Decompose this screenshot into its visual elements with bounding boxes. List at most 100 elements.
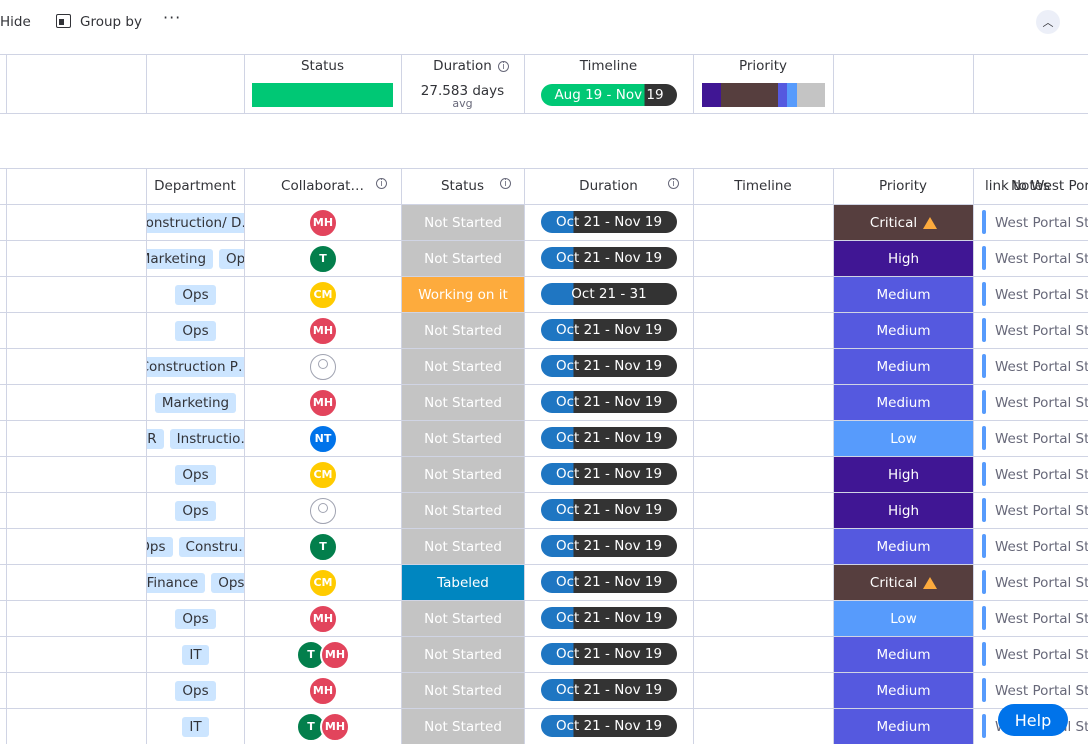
department-tag: Constru… (178, 536, 244, 557)
help-button[interactable]: Help (998, 704, 1068, 736)
divider (0, 672, 1088, 673)
priority-segment (797, 83, 825, 107)
status-cell[interactable]: Not Started (402, 709, 524, 744)
empty-avatar (310, 497, 336, 524)
priority-label: High (887, 466, 920, 483)
link-cell[interactable]: West Portal St… (995, 250, 1088, 267)
divider (0, 708, 1088, 709)
status-cell[interactable]: Not Started (402, 601, 524, 636)
link-cell[interactable]: West Portal St… (995, 466, 1088, 483)
timeline-pill[interactable]: Oct 21 - Nov 19 (541, 535, 677, 557)
divider (0, 348, 1088, 349)
priority-label: Critical (869, 574, 918, 591)
link-cell[interactable]: West Portal St… (995, 538, 1088, 555)
link-cell[interactable]: West Portal St… (995, 610, 1088, 627)
link-cell[interactable]: West Portal St… (995, 502, 1088, 519)
department-tag: Ops (175, 680, 216, 701)
divider (6, 54, 7, 114)
link-bar (982, 282, 986, 306)
timeline-pill[interactable]: Oct 21 - Nov 19 (541, 463, 677, 485)
collaborators-cell: NT (245, 421, 401, 456)
link-cell[interactable]: West Portal St… (995, 322, 1088, 339)
link-cell[interactable]: West Portal St… (995, 286, 1088, 303)
priority-cell[interactable]: Low (834, 421, 973, 456)
status-cell[interactable]: Not Started (402, 241, 524, 276)
column-header: Duration (579, 178, 638, 194)
status-cell[interactable]: Not Started (402, 493, 524, 528)
timeline-pill[interactable]: Oct 21 - Nov 19 (541, 427, 677, 449)
link-cell[interactable]: West Portal St… (995, 682, 1088, 699)
priority-cell[interactable]: Medium (834, 709, 973, 744)
timeline-pill[interactable]: Oct 21 - Nov 19 (541, 499, 677, 521)
link-bar (982, 354, 986, 378)
avatar: MH (320, 711, 350, 742)
priority-cell[interactable]: Critical (834, 565, 973, 600)
timeline-pill[interactable]: Oct 21 - Nov 19 (541, 211, 677, 233)
department-cell: Ops (147, 277, 244, 312)
status-cell[interactable]: Tabeled (402, 565, 524, 600)
timeline-pill[interactable]: Oct 21 - Nov 19 (541, 355, 677, 377)
status-cell[interactable]: Not Started (402, 529, 524, 564)
priority-cell[interactable]: High (834, 493, 973, 528)
avatar: MH (308, 603, 338, 634)
priority-label: Medium (876, 394, 931, 411)
timeline-pill[interactable]: Oct 21 - Nov 19 (541, 319, 677, 341)
priority-cell[interactable]: Medium (834, 385, 973, 420)
timeline-pill[interactable]: Oct 21 - Nov 19 (541, 571, 677, 593)
link-cell[interactable]: West Portal St… (995, 646, 1088, 663)
divider (0, 113, 1088, 114)
link-cell[interactable]: West Portal St… (995, 430, 1088, 447)
priority-cell[interactable]: Medium (834, 313, 973, 348)
priority-segment (721, 83, 778, 107)
divider (0, 564, 1088, 565)
divider (0, 600, 1088, 601)
priority-cell[interactable]: Medium (834, 529, 973, 564)
priority-cell[interactable]: Low (834, 601, 973, 636)
link-cell[interactable]: West Portal St… (995, 358, 1088, 375)
collaborators-cell: T (245, 241, 401, 276)
priority-cell[interactable]: Medium (834, 349, 973, 384)
timeline-pill[interactable]: Oct 21 - Nov 19 (541, 715, 677, 737)
avatar: MH (308, 315, 338, 346)
link-cell[interactable]: West Portal St… (995, 214, 1088, 231)
column-header: Timeline (734, 178, 792, 194)
timeline-pill[interactable]: Oct 21 - Nov 19 (541, 391, 677, 413)
timeline-pill[interactable]: Oct 21 - Nov 19 (541, 607, 677, 629)
department-cell: IT (147, 709, 244, 744)
status-cell[interactable]: Not Started (402, 385, 524, 420)
collapse-button[interactable]: ︿ (1036, 10, 1060, 34)
more-menu[interactable]: ··· (163, 8, 182, 27)
priority-segment (778, 83, 787, 107)
status-cell[interactable]: Not Started (402, 313, 524, 348)
timeline-pill[interactable]: Oct 21 - 31 (541, 283, 677, 305)
link-bar (982, 642, 986, 666)
link-bar (982, 570, 986, 594)
link-cell[interactable]: West Portal St… (995, 574, 1088, 591)
divider (0, 312, 1088, 313)
summary-header: Duration (433, 58, 492, 74)
priority-cell[interactable]: High (834, 241, 973, 276)
priority-cell[interactable]: Medium (834, 277, 973, 312)
priority-cell[interactable]: Critical (834, 205, 973, 240)
timeline-pill[interactable]: Oct 21 - Nov 19 (541, 679, 677, 701)
collaborators-cell: CM (245, 277, 401, 312)
status-cell[interactable]: Working on it (402, 277, 524, 312)
priority-cell[interactable]: Medium (834, 637, 973, 672)
status-cell[interactable]: Not Started (402, 637, 524, 672)
status-cell[interactable]: Not Started (402, 421, 524, 456)
timeline-pill[interactable]: Oct 21 - Nov 19 (541, 643, 677, 665)
collaborators-cell: MH (245, 205, 401, 240)
timeline-pill[interactable]: Oct 21 - Nov 19 (541, 247, 677, 269)
priority-cell[interactable]: Medium (834, 673, 973, 708)
group-by-button[interactable]: Group by (80, 14, 142, 30)
priority-label: Medium (876, 646, 931, 663)
priority-cell[interactable]: High (834, 457, 973, 492)
status-cell[interactable]: Not Started (402, 205, 524, 240)
status-cell[interactable]: Not Started (402, 349, 524, 384)
status-cell[interactable]: Not Started (402, 457, 524, 492)
link-bar (982, 210, 986, 234)
hide-button[interactable]: Hide (0, 14, 31, 30)
link-cell[interactable]: West Portal St… (995, 394, 1088, 411)
status-cell[interactable]: Not Started (402, 673, 524, 708)
